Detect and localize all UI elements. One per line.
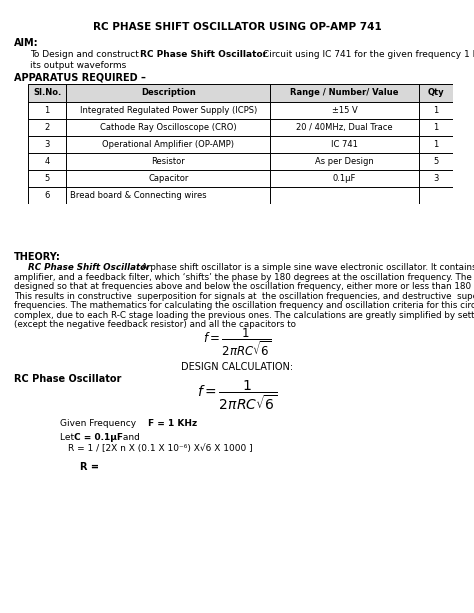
Text: Resistor: Resistor xyxy=(151,157,185,166)
Text: 1: 1 xyxy=(433,106,438,115)
Text: DESIGN CALCULATION:: DESIGN CALCULATION: xyxy=(181,362,293,371)
Bar xyxy=(28,84,453,102)
Text: complex, due to each R-C stage loading the previous ones. The calculations are g: complex, due to each R-C stage loading t… xyxy=(14,311,474,319)
Text: 0.1μF: 0.1μF xyxy=(333,174,356,183)
Text: Integrated Regulated Power Supply (ICPS): Integrated Regulated Power Supply (ICPS) xyxy=(80,106,257,115)
Text: designed so that at frequencies above and below the oscillation frequency, eithe: designed so that at frequencies above an… xyxy=(14,282,474,291)
Text: R = 1 / [2X n X (0.1 X 10⁻⁶) X√6 X 1000 ]: R = 1 / [2X n X (0.1 X 10⁻⁶) X√6 X 1000 … xyxy=(68,444,253,454)
Text: Range / Number/ Value: Range / Number/ Value xyxy=(291,88,399,97)
Text: APPARATUS REQUIRED –: APPARATUS REQUIRED – xyxy=(14,72,146,82)
Text: Capacitor: Capacitor xyxy=(148,174,189,183)
Text: (except the negative feedback resistor) and all the capacitors to: (except the negative feedback resistor) … xyxy=(14,320,296,329)
Text: 4: 4 xyxy=(45,157,50,166)
Text: Bread board & Connecting wires: Bread board & Connecting wires xyxy=(70,191,207,200)
Text: 5: 5 xyxy=(45,174,50,183)
Text: To Design and construct: To Design and construct xyxy=(30,50,142,59)
Text: IC 741: IC 741 xyxy=(331,140,358,149)
Text: 20 / 40MHz, Dual Trace: 20 / 40MHz, Dual Trace xyxy=(296,123,393,132)
Text: : A phase shift oscillator is a simple sine wave electronic oscillator. It conta: : A phase shift oscillator is a simple s… xyxy=(136,263,474,272)
Text: frequencies. The mathematics for calculating the oscillation frequency and oscil: frequencies. The mathematics for calcula… xyxy=(14,301,474,310)
Text: 1: 1 xyxy=(45,106,50,115)
Text: amplifier, and a feedback filter, which ‘shifts’ the phase by 180 degrees at the: amplifier, and a feedback filter, which … xyxy=(14,273,474,281)
Text: $f = \dfrac{1}{2\pi RC\sqrt{6}}$: $f = \dfrac{1}{2\pi RC\sqrt{6}}$ xyxy=(197,379,277,412)
Text: Given Frequency: Given Frequency xyxy=(60,419,136,428)
Text: $f = \dfrac{1}{2\pi RC\sqrt{6}}$: $f = \dfrac{1}{2\pi RC\sqrt{6}}$ xyxy=(202,327,272,358)
Text: ±15 V: ±15 V xyxy=(332,106,357,115)
Text: RC Phase Oscillator: RC Phase Oscillator xyxy=(14,373,121,384)
Text: 6: 6 xyxy=(45,191,50,200)
Text: its output waveforms: its output waveforms xyxy=(30,61,126,70)
Text: Sl.No.: Sl.No. xyxy=(33,88,61,97)
Text: Qty: Qty xyxy=(428,88,444,97)
Text: This results in constructive  superposition for signals at  the oscillation freq: This results in constructive superpositi… xyxy=(14,292,474,300)
Text: Let: Let xyxy=(60,433,77,443)
Text: 2: 2 xyxy=(45,123,50,132)
Text: THEORY:: THEORY: xyxy=(14,252,61,262)
Text: 1: 1 xyxy=(433,123,438,132)
Text: Circuit using IC 741 for the given frequency 1 KHz and observe: Circuit using IC 741 for the given frequ… xyxy=(260,50,474,59)
Text: RC Phase Shift Oscillator: RC Phase Shift Oscillator xyxy=(140,50,267,59)
Text: Cathode Ray Oscilloscope (CRO): Cathode Ray Oscilloscope (CRO) xyxy=(100,123,237,132)
Text: C = 0.1μF: C = 0.1μF xyxy=(74,433,123,443)
Text: Description: Description xyxy=(141,88,196,97)
Text: 1: 1 xyxy=(433,140,438,149)
Text: and: and xyxy=(120,433,140,443)
Text: As per Design: As per Design xyxy=(315,157,374,166)
Text: 3: 3 xyxy=(433,174,439,183)
Text: RC PHASE SHIFT OSCILLATOR USING OP-AMP 741: RC PHASE SHIFT OSCILLATOR USING OP-AMP 7… xyxy=(92,22,382,32)
Text: R =: R = xyxy=(80,462,99,471)
Text: 3: 3 xyxy=(45,140,50,149)
Text: Operational Amplifier (OP-AMP): Operational Amplifier (OP-AMP) xyxy=(102,140,234,149)
Text: RC Phase Shift Oscillator: RC Phase Shift Oscillator xyxy=(28,263,151,272)
Text: F = 1 KHz: F = 1 KHz xyxy=(148,419,197,428)
Text: 5: 5 xyxy=(433,157,438,166)
Text: AIM:: AIM: xyxy=(14,38,38,48)
